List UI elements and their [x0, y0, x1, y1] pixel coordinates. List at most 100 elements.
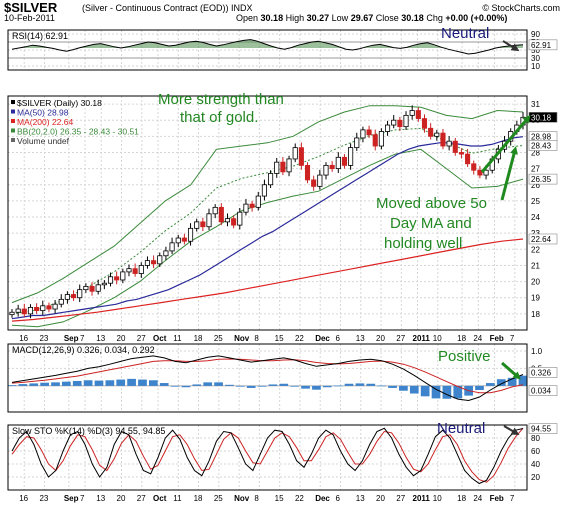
- x-tick-label-bottom: 18: [457, 494, 466, 503]
- macd-value-box: [528, 385, 558, 396]
- candle-body: [169, 242, 175, 252]
- x-tick-label-bottom: Feb: [490, 494, 504, 503]
- candle-body: [298, 147, 304, 166]
- x-tick-label-bottom: 22: [295, 494, 304, 503]
- macd-histogram-bar: [72, 380, 82, 386]
- x-tick-label: 8: [254, 334, 259, 343]
- candle-body: [58, 298, 64, 305]
- x-tick-label: 18: [457, 334, 466, 343]
- quote-summary: Open 30.18 High 30.27 Low 29.67 Close 30…: [236, 13, 507, 23]
- candle-body: [465, 153, 471, 165]
- price-legend-swatch: [11, 128, 15, 133]
- macd-histogram-bar: [453, 385, 463, 399]
- annotation-layer: More strength than that of gold. Moved a…: [158, 25, 531, 437]
- candle-body: [477, 169, 483, 176]
- x-tick-label: 23: [39, 334, 48, 343]
- x-tick-label-bottom: 27: [396, 494, 405, 503]
- series-layer: [7, 39, 528, 485]
- x-tick-label: 2011: [413, 334, 431, 343]
- candle-body: [311, 179, 317, 187]
- panel-frame-rsi: [7, 29, 528, 71]
- macd-histogram-bar: [507, 377, 517, 386]
- x-tick-label: 7: [510, 334, 515, 343]
- macd-histogram-bar: [105, 380, 115, 386]
- macd-histogram-bar: [377, 385, 387, 387]
- x-tick-label-bottom: 20: [376, 494, 385, 503]
- candle-body: [46, 305, 52, 310]
- x-tick-label: 22: [295, 334, 304, 343]
- macd-legend: MACD(12,26,9) 0.326, 0.034, 0.292: [12, 345, 155, 355]
- ma200-line: [11, 238, 524, 322]
- arrow-positive: [501, 361, 522, 380]
- macd-histogram-bar: [51, 382, 60, 386]
- symbol-title: $SILVER: [4, 0, 58, 15]
- sto-d-line: [11, 427, 524, 483]
- candle-body: [415, 110, 421, 119]
- macd-histogram-bar: [442, 385, 452, 399]
- x-tick-label: Oct: [153, 334, 167, 343]
- arrow-trend: [480, 114, 531, 173]
- macd-histogram-bar: [18, 384, 28, 386]
- candle-body: [335, 156, 341, 170]
- x-tick-label: 16: [19, 334, 28, 343]
- x-tick-label: 15: [275, 334, 284, 343]
- x-tick-label: 10: [433, 334, 442, 343]
- candle-body: [249, 203, 255, 208]
- macd-line: [11, 355, 524, 402]
- close-label: Close: [375, 13, 399, 23]
- candle-body: [175, 237, 181, 244]
- candle-body: [268, 173, 274, 186]
- candle-body: [132, 268, 138, 274]
- x-tick-label-bottom: 2011: [413, 494, 431, 503]
- candle-body: [218, 206, 224, 223]
- y-tick-label: 80: [531, 434, 540, 443]
- y-tick-label: 25: [531, 197, 540, 206]
- x-tick-label-bottom: 24: [473, 494, 482, 503]
- y-tick-label: 27: [531, 165, 540, 174]
- y-tick-label: 26: [531, 181, 540, 190]
- candle-body: [403, 114, 409, 128]
- candle-body: [409, 110, 415, 116]
- price-value-label: 28.43: [531, 142, 552, 151]
- macd-histogram-bar: [496, 379, 506, 386]
- macd-histogram-bar: [268, 384, 278, 386]
- candle-body: [120, 271, 126, 281]
- price-value-label: 30.18: [531, 113, 552, 122]
- candle-body: [52, 303, 58, 310]
- candle-body: [360, 129, 366, 139]
- macd-histogram-bar: [399, 385, 408, 391]
- y-tick-label: 24: [531, 213, 540, 222]
- price-legend-entry: Volume undef: [17, 136, 70, 146]
- candle-body: [224, 218, 231, 223]
- x-tick-label-bottom: 13: [356, 494, 365, 503]
- macd-histogram-bar: [420, 385, 430, 397]
- candle-body: [206, 213, 212, 228]
- macd-signal-line: [11, 358, 524, 394]
- macd-histogram-bar: [116, 379, 126, 386]
- x-tick-label-bottom: Nov: [234, 494, 250, 503]
- x-tick-label-bottom: Sep: [64, 494, 79, 503]
- x-tick-label-bottom: 13: [96, 494, 105, 503]
- candle-body: [323, 164, 329, 176]
- x-tick-label-bottom: Oct: [153, 494, 167, 503]
- macd-histogram-bar: [486, 383, 495, 386]
- candle-body: [304, 164, 311, 181]
- candle-body: [292, 147, 298, 160]
- x-tick-label: 20: [376, 334, 385, 343]
- candle-body: [83, 286, 89, 291]
- macd-histogram-bar: [214, 382, 223, 386]
- annotation-strength-line2: that of gold.: [180, 109, 258, 126]
- macd-histogram-bar: [7, 385, 17, 386]
- candle-body: [471, 163, 477, 171]
- y-tick-label: 18: [531, 310, 540, 319]
- macd-histogram-bar: [127, 378, 136, 386]
- candle-body: [237, 211, 243, 226]
- annotation-moved-line1: Moved above 5o: [376, 195, 487, 212]
- price-legend-swatch: [11, 138, 15, 142]
- rsi-fill-area: [12, 39, 523, 48]
- x-tick-label-bottom: 7: [80, 494, 85, 503]
- candle-body: [378, 131, 384, 147]
- candle-body: [329, 164, 335, 170]
- y-tick-label: 60: [531, 447, 540, 456]
